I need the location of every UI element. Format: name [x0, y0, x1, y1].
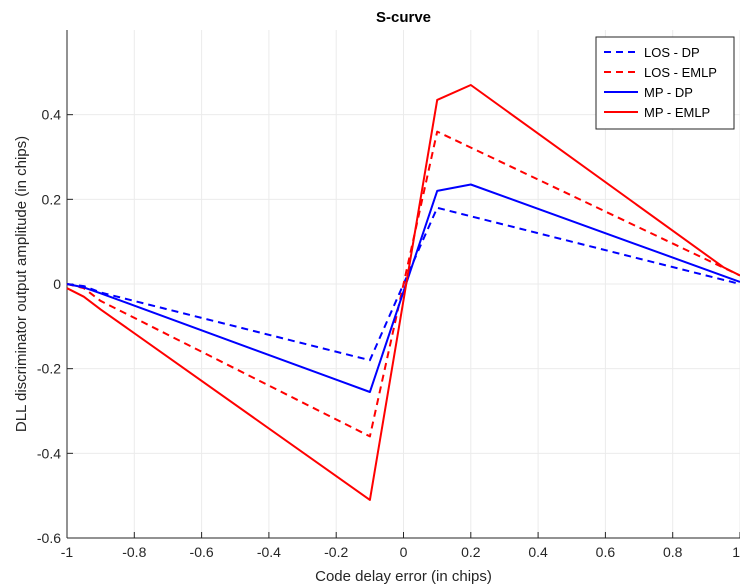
y-tick-label: 0.4: [42, 107, 62, 123]
series-lines: [66, 84, 740, 501]
x-tick-label: 0.6: [596, 544, 616, 560]
legend-entry-label: LOS - DP: [644, 45, 700, 60]
x-tick-label: -0.6: [190, 544, 214, 560]
x-tick-labels: -1 -0.8 -0.6 -0.4 -0.2 0 0.2 0.4 0.6 0.8 1: [61, 544, 740, 560]
x-tick-label: -0.4: [257, 544, 281, 560]
legend-entry-label: MP - EMLP: [644, 105, 710, 120]
y-axis-label: DLL discriminator output amplitude (in c…: [13, 136, 30, 432]
x-tick-label: 0: [400, 544, 408, 560]
legend-entry-label: MP - DP: [644, 85, 693, 100]
chart-title: S-curve: [376, 9, 431, 26]
y-tick-label: -0.4: [37, 445, 61, 461]
x-tick-label: 1: [732, 544, 740, 560]
x-tick-label: -1: [61, 544, 74, 560]
x-tick-label: 0.8: [663, 544, 683, 560]
x-axis-label: Code delay error (in chips): [315, 568, 492, 585]
y-tick-label: -0.6: [37, 530, 61, 546]
y-tick-labels: -0.6 -0.4 -0.2 0 0.2 0.4: [37, 107, 61, 546]
x-tick-label: -0.8: [122, 544, 146, 560]
y-tick-label: 0.2: [42, 191, 62, 207]
series-line-los-dp: [66, 206, 740, 362]
series-line-mp-emlp: [66, 84, 740, 501]
legend-entry-label: LOS - EMLP: [644, 65, 717, 80]
legend: LOS - DP LOS - EMLP MP - DP MP - EMLP: [595, 36, 735, 130]
x-tick-label: 0.4: [528, 544, 548, 560]
y-tick-label: 0: [53, 276, 61, 292]
x-tick-label: -0.2: [324, 544, 348, 560]
series-line-mp-dp: [66, 183, 740, 393]
y-tick-label: -0.2: [37, 361, 61, 377]
x-tick-label: 0.2: [461, 544, 481, 560]
